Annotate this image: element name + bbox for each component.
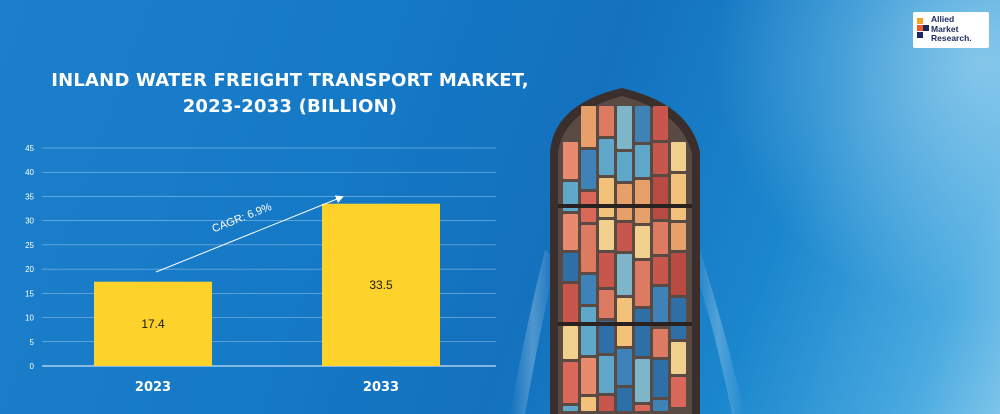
chart-title: INLAND WATER FREIGHT TRANSPORT MARKET, 2…	[40, 68, 540, 120]
logo-text-line-3: Research.	[931, 33, 972, 43]
container-box	[671, 223, 686, 250]
container-box	[635, 405, 650, 411]
container-box	[581, 150, 596, 189]
container-box	[635, 180, 650, 223]
y-tick-label-15: 15	[25, 289, 34, 298]
container-box	[671, 174, 686, 220]
chart-title-line-2: 2023-2033 (BILLION)	[182, 96, 398, 117]
container-box	[581, 106, 596, 147]
cagr-arrow	[155, 195, 344, 273]
container-box	[653, 360, 668, 397]
y-axis-tick-labels: 0 5 10 15 20 25 30 35 40 45	[25, 144, 34, 371]
y-tick-label-40: 40	[25, 168, 34, 177]
bar-value-label-2023: 17.4	[141, 317, 165, 331]
y-tick-label-35: 35	[25, 192, 34, 201]
container-box	[617, 254, 632, 295]
container-box	[563, 326, 578, 359]
logo-mark-icon	[917, 18, 929, 38]
container-box	[653, 177, 668, 219]
ship-crossbeam	[558, 322, 692, 326]
container-box	[671, 298, 686, 339]
container-box	[671, 253, 686, 295]
container-box	[581, 275, 596, 304]
container-box	[599, 178, 614, 217]
container-box	[599, 253, 614, 287]
container-box	[563, 214, 578, 250]
container-box	[563, 253, 578, 281]
x-category-label-2033: 2033	[363, 380, 399, 395]
y-tick-label-5: 5	[30, 338, 35, 347]
container-box	[599, 396, 614, 411]
container-box	[653, 106, 668, 140]
y-tick-label-30: 30	[25, 217, 34, 226]
y-tick-label-45: 45	[25, 144, 34, 153]
y-tick-label-10: 10	[25, 314, 34, 323]
container-box	[671, 342, 686, 374]
container-box	[653, 222, 668, 254]
container-box	[563, 182, 578, 211]
container-box	[617, 349, 632, 385]
container-box	[599, 106, 614, 136]
container-box	[581, 225, 596, 272]
bar-2033	[322, 203, 440, 366]
container-box	[563, 362, 578, 403]
container-box	[617, 184, 632, 220]
container-box	[563, 284, 578, 323]
container-box	[581, 397, 596, 411]
container-box	[599, 220, 614, 250]
container-box	[653, 257, 668, 284]
container-box	[563, 142, 578, 179]
chart-title-line-1: INLAND WATER FREIGHT TRANSPORT MARKET,	[51, 70, 529, 91]
container-box	[635, 106, 650, 142]
container-box	[653, 329, 668, 357]
bar-value-label-2033: 33.5	[369, 278, 393, 292]
logo-text-line-2: Market	[931, 23, 959, 34]
container-box	[635, 226, 650, 258]
container-box	[635, 261, 650, 306]
container-box	[653, 400, 668, 411]
container-box	[635, 145, 650, 177]
x-axis-category-labels: 2023 2033	[135, 380, 399, 395]
ship-crossbeam	[558, 204, 692, 208]
x-category-label-2023: 2023	[135, 380, 171, 395]
y-tick-label-20: 20	[25, 265, 34, 274]
logo-text-line-1: Allied	[931, 14, 955, 24]
container-box	[599, 139, 614, 175]
bars	[94, 203, 440, 366]
bar-2023	[94, 281, 212, 366]
container-box	[635, 309, 650, 356]
cagr-annotation: CAGR: 6.9%	[210, 201, 273, 235]
container-box	[581, 307, 596, 355]
allied-market-research-logo: Allied Market Research.	[913, 12, 989, 48]
container-box	[653, 143, 668, 174]
container-box	[653, 287, 668, 326]
container-box	[581, 358, 596, 394]
container-box	[599, 321, 614, 353]
container-box	[599, 290, 614, 318]
cargo-ship-illustration	[550, 88, 700, 414]
bar-data-labels: 17.4 33.5	[141, 278, 393, 331]
bar-chart: 0 5 10 15 20 25 30 35 40 45 17.4 33.5 2023 2033 CAG…	[25, 144, 440, 395]
container-box	[671, 142, 686, 171]
y-tick-label-0: 0	[30, 362, 35, 371]
container-box	[671, 377, 686, 407]
y-tick-label-25: 25	[25, 241, 34, 250]
container-box	[563, 406, 578, 411]
container-box	[617, 223, 632, 251]
container-box	[617, 152, 632, 181]
container-box	[617, 106, 632, 149]
container-box	[635, 359, 650, 402]
container-box	[617, 388, 632, 411]
container-box	[599, 356, 614, 393]
